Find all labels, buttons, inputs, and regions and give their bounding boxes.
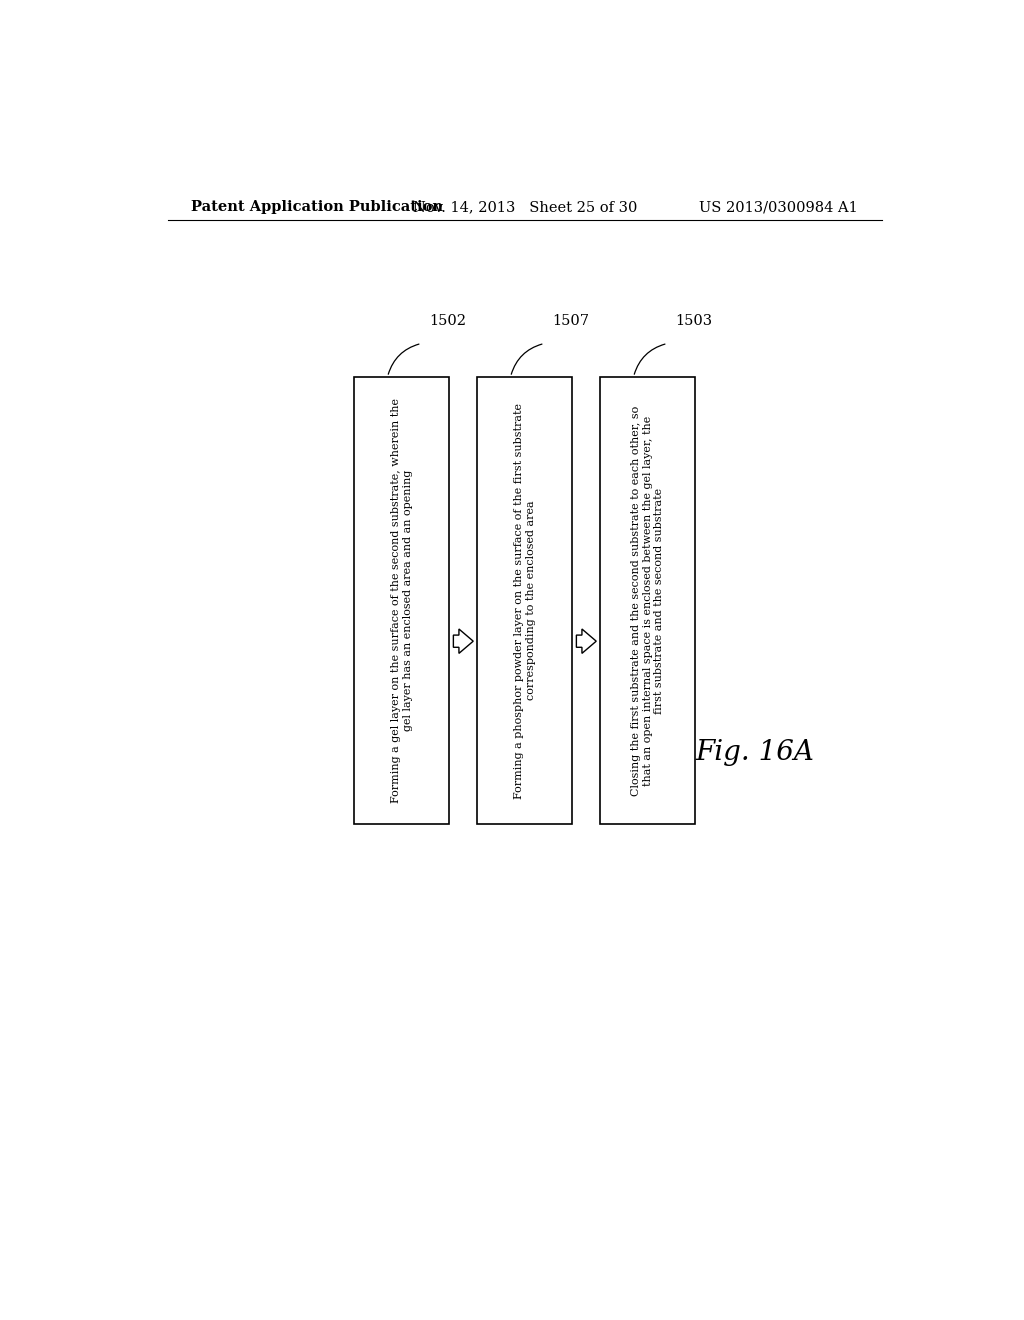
- Bar: [600, 378, 695, 824]
- Text: Fig. 16A: Fig. 16A: [695, 739, 814, 767]
- Text: 1502: 1502: [430, 314, 467, 329]
- Bar: [354, 378, 450, 824]
- Bar: [477, 378, 572, 824]
- Polygon shape: [454, 630, 473, 653]
- Polygon shape: [577, 630, 596, 653]
- Text: Forming a phosphor powder layer on the surface of the first substrate
correspond: Forming a phosphor powder layer on the s…: [514, 403, 536, 799]
- Text: Patent Application Publication: Patent Application Publication: [191, 201, 443, 214]
- Text: Closing the first substrate and the second substrate to each other, so
that an o: Closing the first substrate and the seco…: [631, 405, 665, 796]
- Text: 1503: 1503: [676, 314, 713, 329]
- Text: Forming a gel layer on the surface of the second substrate, wherein the
gel laye: Forming a gel layer on the surface of th…: [391, 399, 413, 803]
- Text: Nov. 14, 2013   Sheet 25 of 30: Nov. 14, 2013 Sheet 25 of 30: [413, 201, 637, 214]
- Text: 1507: 1507: [553, 314, 590, 329]
- Text: US 2013/0300984 A1: US 2013/0300984 A1: [699, 201, 858, 214]
